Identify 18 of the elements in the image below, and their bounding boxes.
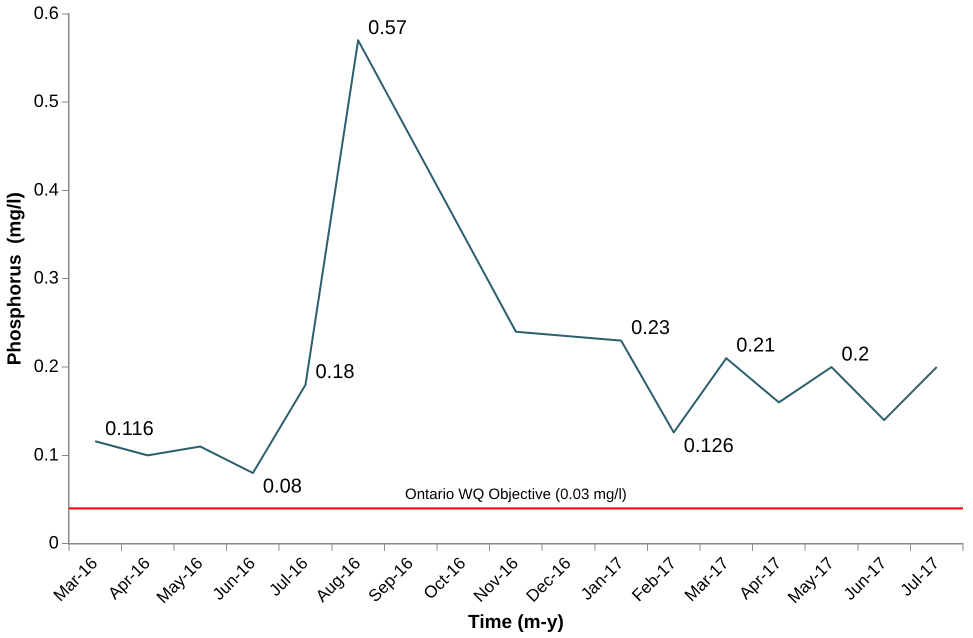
y-axis-title: Phosphorus (mg/l) <box>4 192 26 366</box>
y-tick-label: 0.2 <box>34 356 59 376</box>
data-label: 0.57 <box>368 16 408 39</box>
y-tick-label: 0.4 <box>34 179 59 200</box>
data-label: 0.126 <box>684 434 734 457</box>
y-tick-label: 0.5 <box>34 91 59 112</box>
data-label: 0.18 <box>316 361 354 384</box>
data-label: 0.116 <box>105 418 154 440</box>
y-tick-label: 0.3 <box>34 268 59 288</box>
y-tick-label: 0.6 <box>34 2 59 23</box>
data-label: 0.21 <box>736 334 776 357</box>
y-tick-label: 0 <box>48 532 59 553</box>
data-label: 0.08 <box>262 476 302 498</box>
ref-line-label: Ontario WQ Objective (0.03 mg/l) <box>405 486 627 504</box>
data-label: 0.23 <box>631 317 670 340</box>
x-axis-title: Time (m-y) <box>468 612 564 633</box>
y-tick-label: 0.1 <box>34 444 59 464</box>
data-label: 0.2 <box>842 344 870 366</box>
